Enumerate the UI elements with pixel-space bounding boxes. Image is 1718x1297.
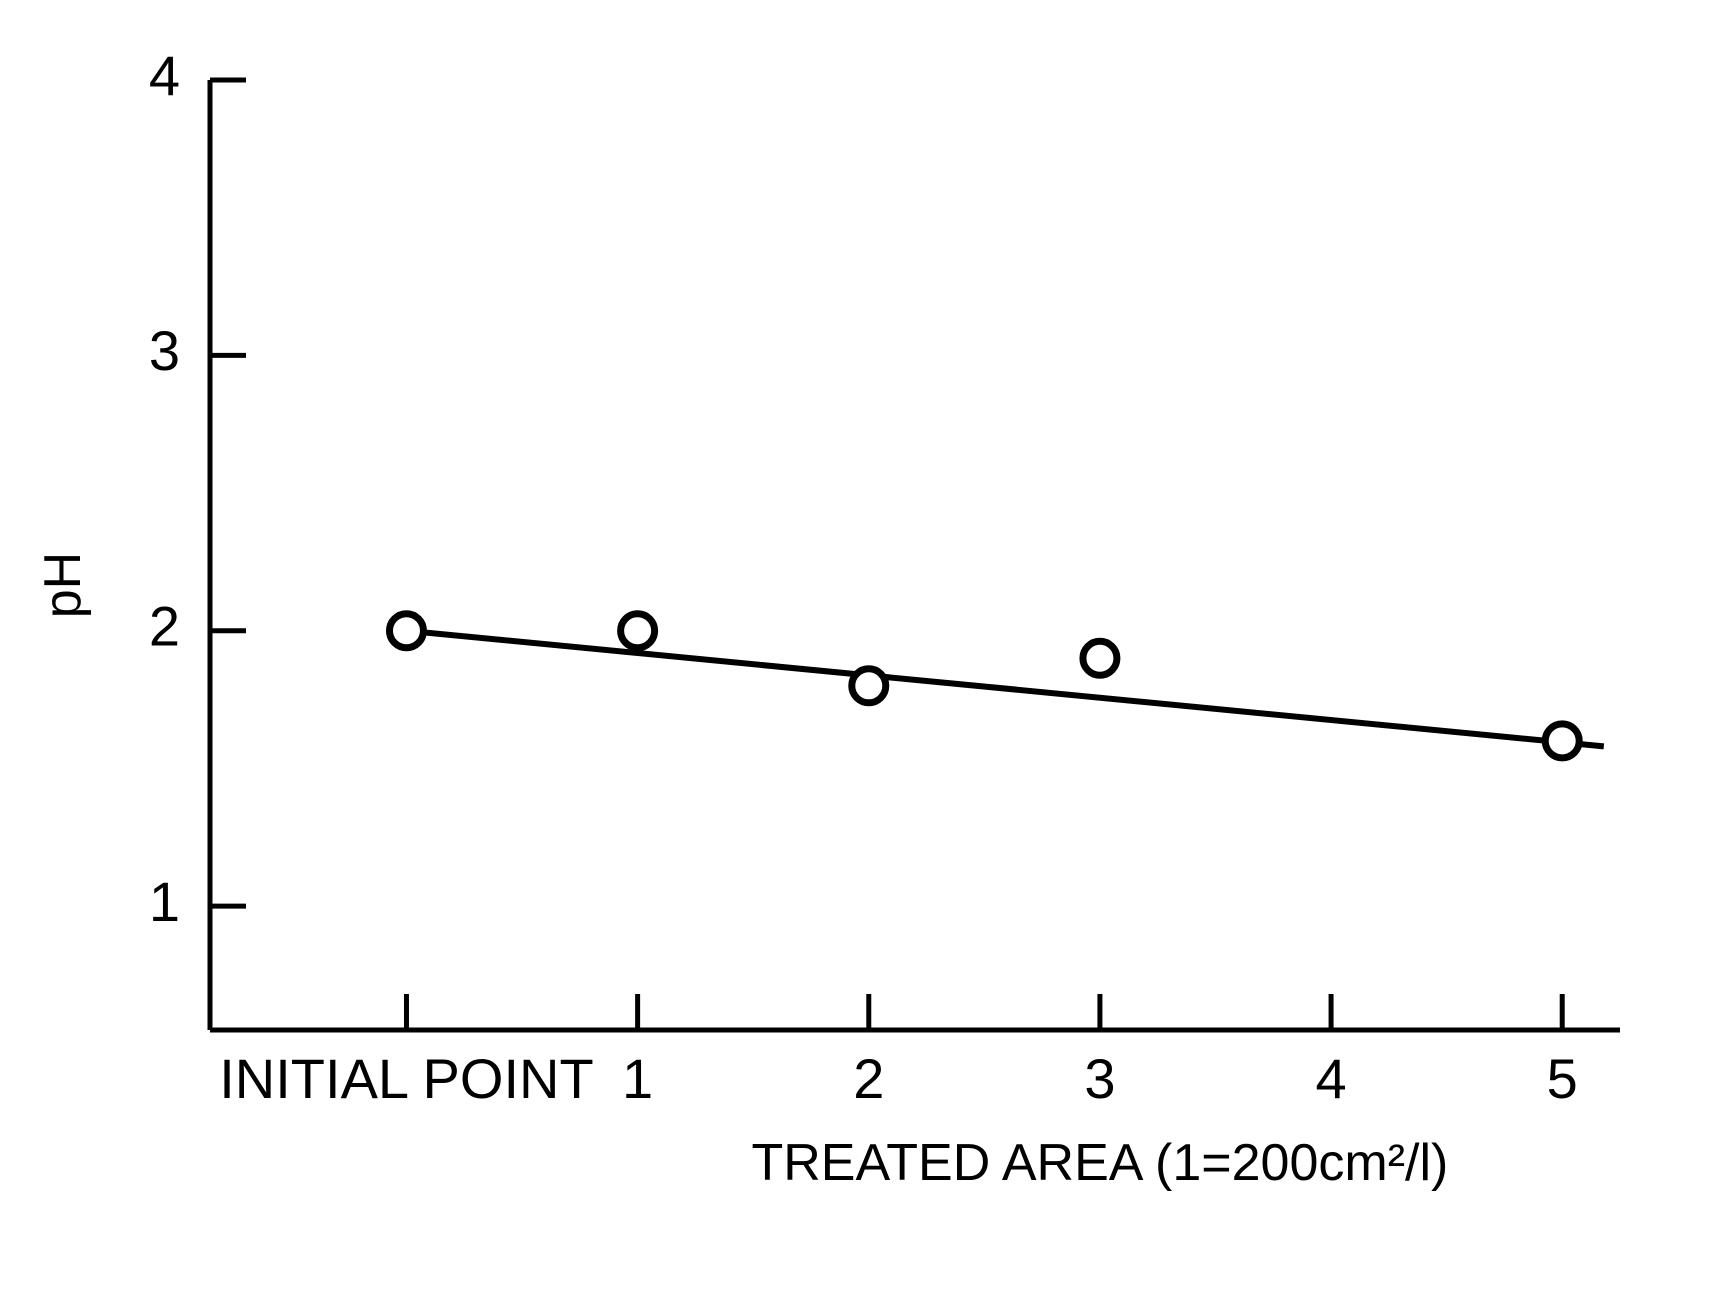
x-tick-label: 5 — [1547, 1047, 1578, 1110]
x-tick-label: 1 — [622, 1047, 653, 1110]
y-tick-label: 2 — [149, 595, 180, 658]
x-axis-ticks — [406, 994, 1562, 1030]
y-tick-label: 4 — [149, 44, 180, 107]
y-tick-label: 3 — [149, 319, 180, 382]
data-point-marker — [621, 614, 655, 648]
ph-vs-treated-area-chart: 1 2 3 4 INITIAL POINT 1 2 3 4 5 pH TREATED AREA … — [0, 0, 1718, 1297]
x-tick-label: 2 — [853, 1047, 884, 1110]
x-tick-label-initial-point: INITIAL POINT — [219, 1047, 593, 1110]
data-point-marker — [1545, 724, 1579, 758]
x-axis-tick-labels: INITIAL POINT 1 2 3 4 5 — [219, 1047, 1578, 1110]
data-point-marker — [1083, 641, 1117, 675]
x-tick-label: 3 — [1084, 1047, 1115, 1110]
x-tick-label: 4 — [1315, 1047, 1346, 1110]
x-axis-label: TREATED AREA (1=200cm²/l) — [751, 1134, 1448, 1192]
y-tick-label: 1 — [149, 870, 180, 933]
chart-svg: 1 2 3 4 INITIAL POINT 1 2 3 4 5 pH TREATED AREA … — [0, 0, 1718, 1297]
y-axis-tick-labels: 1 2 3 4 — [149, 44, 180, 933]
trend-line — [406, 631, 1603, 747]
y-axis-ticks — [210, 80, 246, 906]
data-point-marker — [389, 614, 423, 648]
y-axis-label: pH — [34, 552, 92, 618]
data-point-marker — [852, 669, 886, 703]
